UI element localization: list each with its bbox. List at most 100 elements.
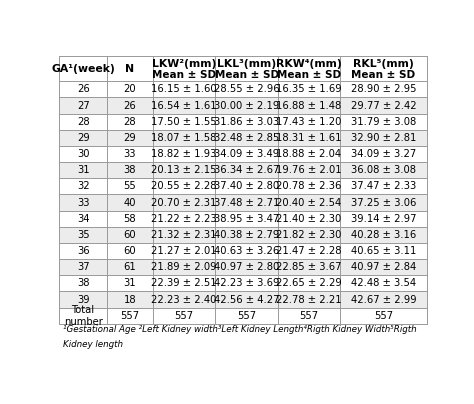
Text: 28: 28 [77,117,90,127]
Text: 16.88 ± 1.48: 16.88 ± 1.48 [276,101,342,111]
Text: 26: 26 [77,84,90,95]
Text: 557: 557 [237,311,256,321]
Text: 20.13 ± 2.15: 20.13 ± 2.15 [151,165,217,175]
Text: 32: 32 [77,181,90,191]
Text: 42.56 ± 4.27: 42.56 ± 4.27 [214,295,279,305]
Text: 36.34 ± 2.67: 36.34 ± 2.67 [214,165,279,175]
Text: 21.27 ± 2.01: 21.27 ± 2.01 [151,246,217,256]
Text: 38: 38 [124,165,136,175]
Text: ¹Gestational Age ²Left Kidney width³Left Kidney Length⁴Rigth Kidney Width⁵Rigth: ¹Gestational Age ²Left Kidney width³Left… [63,325,417,335]
Text: 55: 55 [124,181,137,191]
Text: 557: 557 [300,311,319,321]
Text: 40: 40 [124,198,136,208]
Text: 31: 31 [124,278,137,288]
Text: 40.97 ± 2.84: 40.97 ± 2.84 [351,262,416,272]
Text: 18: 18 [124,295,137,305]
Text: 22.78 ± 2.21: 22.78 ± 2.21 [276,295,342,305]
Text: 18.88 ± 2.04: 18.88 ± 2.04 [276,149,342,159]
Bar [59,307,427,324]
Text: 16.35 ± 1.69: 16.35 ± 1.69 [276,84,342,95]
Text: 21.32 ± 2.31: 21.32 ± 2.31 [151,230,217,240]
Text: 37: 37 [77,262,90,272]
Text: 42.67 ± 2.99: 42.67 ± 2.99 [351,295,416,305]
Bar [59,194,427,210]
Text: 61: 61 [124,262,137,272]
Text: 557: 557 [120,311,139,321]
Text: 39.14 ± 2.97: 39.14 ± 2.97 [351,214,416,224]
Text: 31.79 ± 3.08: 31.79 ± 3.08 [351,117,416,127]
Text: 22.65 ± 2.29: 22.65 ± 2.29 [276,278,342,288]
Text: 21.22 ± 2.23: 21.22 ± 2.23 [151,214,217,224]
Text: 38: 38 [77,278,90,288]
Text: 21.82 ± 2.30: 21.82 ± 2.30 [276,230,342,240]
Text: 33: 33 [77,198,90,208]
Text: 22.39 ± 2.51: 22.39 ± 2.51 [151,278,217,288]
Text: 40.63 ± 3.26: 40.63 ± 3.26 [214,246,279,256]
Text: 60: 60 [124,230,137,240]
Bar [59,227,427,243]
Text: Kidney length: Kidney length [63,340,123,349]
Text: 16.54 ± 1.61: 16.54 ± 1.61 [151,101,217,111]
Text: 30: 30 [77,149,90,159]
Text: 18.31 ± 1.61: 18.31 ± 1.61 [276,133,342,143]
Text: RKL⁵(mm): RKL⁵(mm) [353,59,414,69]
Text: 17.50 ± 1.55: 17.50 ± 1.55 [151,117,217,127]
Text: 40.65 ± 3.11: 40.65 ± 3.11 [351,246,416,256]
Text: GA¹(week): GA¹(week) [51,64,115,74]
Text: 37.48 ± 2.71: 37.48 ± 2.71 [214,198,279,208]
Text: 37.40 ± 2.80: 37.40 ± 2.80 [214,181,279,191]
Text: 37.25 ± 3.06: 37.25 ± 3.06 [351,198,416,208]
Bar [59,162,427,178]
Text: 34: 34 [77,214,90,224]
Text: 17.43 ± 1.20: 17.43 ± 1.20 [276,117,342,127]
Text: 40.28 ± 3.16: 40.28 ± 3.16 [351,230,416,240]
Text: Mean ± SD: Mean ± SD [277,70,341,80]
Text: 34.09 ± 3.49: 34.09 ± 3.49 [214,149,279,159]
Bar [59,178,427,194]
Text: N: N [126,64,135,74]
Text: 21.47 ± 2.28: 21.47 ± 2.28 [276,246,342,256]
Text: 16.15 ± 1.60: 16.15 ± 1.60 [151,84,217,95]
Text: 29.77 ± 2.42: 29.77 ± 2.42 [351,101,416,111]
Text: Mean ± SD: Mean ± SD [215,70,279,80]
Text: 557: 557 [374,311,393,321]
Text: 18.82 ± 1.93: 18.82 ± 1.93 [152,149,217,159]
Text: 31: 31 [77,165,90,175]
Text: 28.90 ± 2.95: 28.90 ± 2.95 [351,84,416,95]
Text: 28: 28 [124,117,137,127]
Text: 19.76 ± 2.01: 19.76 ± 2.01 [276,165,342,175]
Text: 60: 60 [124,246,137,256]
Text: 42.48 ± 3.54: 42.48 ± 3.54 [351,278,416,288]
Text: 27: 27 [77,101,90,111]
Text: 36.08 ± 3.08: 36.08 ± 3.08 [351,165,416,175]
Text: Mean ± SD: Mean ± SD [351,70,416,80]
Bar [59,210,427,227]
Text: 29: 29 [124,133,137,143]
Text: 35: 35 [77,230,90,240]
Text: 26: 26 [124,101,137,111]
Bar [59,56,427,81]
Bar [59,291,427,307]
Text: 42.23 ± 3.69: 42.23 ± 3.69 [214,278,279,288]
Text: 32.90 ± 2.81: 32.90 ± 2.81 [351,133,416,143]
Text: 20.40 ± 2.54: 20.40 ± 2.54 [276,198,342,208]
Text: 34.09 ± 3.27: 34.09 ± 3.27 [351,149,416,159]
Text: 31.86 ± 3.03: 31.86 ± 3.03 [214,117,279,127]
Text: 18.07 ± 1.58: 18.07 ± 1.58 [152,133,217,143]
Bar [59,146,427,162]
Text: 20.78 ± 2.36: 20.78 ± 2.36 [276,181,342,191]
Bar [59,275,427,291]
Text: 21.40 ± 2.30: 21.40 ± 2.30 [276,214,342,224]
Text: 20.70 ± 2.31: 20.70 ± 2.31 [152,198,217,208]
Text: 22.85 ± 3.67: 22.85 ± 3.67 [276,262,342,272]
Text: 29: 29 [77,133,90,143]
Bar [59,114,427,130]
Bar [59,97,427,114]
Text: 38.95 ± 3.47: 38.95 ± 3.47 [214,214,279,224]
Text: 557: 557 [174,311,194,321]
Bar [59,243,427,259]
Text: 33: 33 [124,149,136,159]
Bar [59,259,427,275]
Text: LKW²(mm): LKW²(mm) [152,59,216,69]
Text: 28.55 ± 2.96: 28.55 ± 2.96 [214,84,279,95]
